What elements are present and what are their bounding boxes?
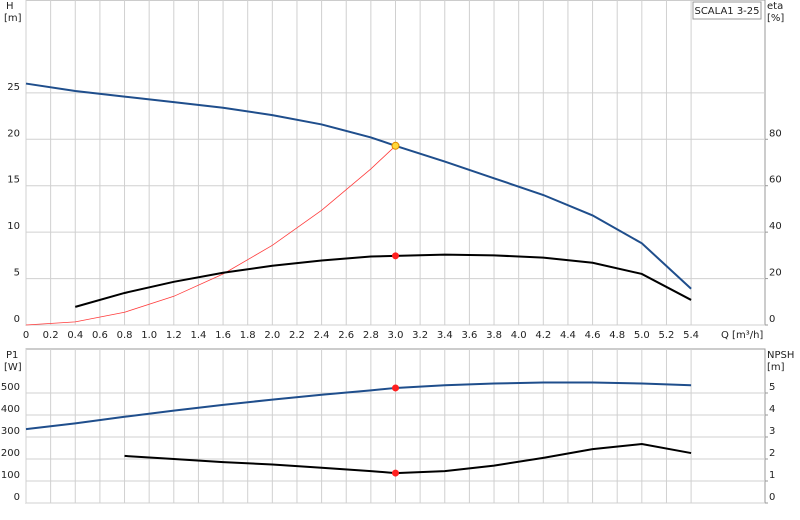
y2-tick-label: 80: [769, 128, 782, 139]
duty-point: [392, 384, 399, 392]
y2-axis-unit: [%]: [767, 13, 784, 24]
duty-point: [392, 252, 399, 260]
y2-tick-label: 60: [769, 175, 782, 186]
y2-tick-label: 5: [769, 382, 775, 393]
x-tick-label: 0.4: [67, 330, 83, 341]
x-tick-label: 0.8: [117, 330, 133, 341]
y2-tick-label: 0: [769, 492, 775, 503]
x-tick-label: 2.4: [314, 330, 330, 341]
x-axis-label: Q [m³/h]: [721, 330, 763, 341]
x-tick-label: 1.6: [215, 330, 231, 341]
y-tick-label: 20: [7, 128, 20, 139]
x-tick-label: 3.0: [388, 330, 404, 341]
x-label-bg: [718, 328, 764, 342]
y-tick-label: 200: [1, 448, 20, 459]
x-tick-label: 4.8: [609, 330, 625, 341]
y-tick-label: 25: [7, 82, 20, 93]
x-tick-label: 2.8: [363, 330, 379, 341]
y-axis-unit: [W]: [4, 362, 22, 373]
y-axis-label: H: [6, 1, 14, 12]
y2-tick-label: 4: [769, 404, 775, 415]
x-tick-label: 3.2: [412, 330, 428, 341]
x-tick-label: 4.2: [535, 330, 551, 341]
x-tick-label: 4.6: [585, 330, 601, 341]
y2-tick-label: 40: [769, 221, 782, 232]
y2-tick-label: 1: [769, 470, 775, 481]
duty-point: [392, 469, 399, 477]
y-tick-label: 0: [14, 314, 20, 325]
x-tick-label: 3.8: [486, 330, 502, 341]
legend-box: [692, 1, 762, 20]
x-tick-label: 3.4: [437, 330, 453, 341]
curve: [25, 82, 692, 290]
y-tick-label: 5: [14, 268, 20, 279]
duty-point: [391, 141, 400, 150]
y-tick-label: 300: [1, 426, 20, 437]
y2-tick-label: 0: [769, 314, 775, 325]
x-tick-label: 0.2: [43, 330, 59, 341]
x-tick-label: 1.2: [166, 330, 182, 341]
x-tick-label: 5.2: [659, 330, 675, 341]
x-tick-label: 5.0: [634, 330, 650, 341]
x-tick-label: 1.0: [141, 330, 157, 341]
x-tick-label: 2.0: [264, 330, 280, 341]
y-tick-label: 15: [7, 175, 20, 186]
x-tick-label: 0.6: [92, 330, 108, 341]
x-tick-label: 3.6: [461, 330, 477, 341]
x-tick-label: 4.4: [560, 330, 576, 341]
curve: [25, 145, 396, 326]
y-axis-label: P1: [6, 350, 18, 361]
y2-axis-label: eta: [767, 1, 783, 12]
y2-axis-label: NPSH: [767, 350, 794, 361]
curve: [25, 381, 692, 431]
x-tick-label: 5.4: [683, 330, 699, 341]
x-tick-label: 2.2: [289, 330, 305, 341]
y-axis-unit: [m]: [4, 13, 22, 24]
y2-axis-unit: [m]: [767, 362, 785, 373]
y-tick-label: 500: [1, 382, 20, 393]
y-tick-label: 0: [14, 492, 20, 503]
y2-tick-label: 3: [769, 426, 775, 437]
y-tick-label: 400: [1, 404, 20, 415]
x-tick-label: 0: [23, 330, 29, 341]
x-tick-label: 1.4: [190, 330, 206, 341]
x-tick-label: 2.6: [338, 330, 354, 341]
y2-tick-label: 20: [769, 268, 782, 279]
x-tick-label: 1.8: [240, 330, 256, 341]
curve: [74, 253, 692, 308]
y-tick-label: 10: [7, 221, 20, 232]
chart-title: SCALA1 3-25: [694, 6, 759, 17]
y-tick-label: 100: [1, 470, 20, 481]
y2-tick-label: 2: [769, 448, 775, 459]
x-tick-label: 4.0: [511, 330, 527, 341]
